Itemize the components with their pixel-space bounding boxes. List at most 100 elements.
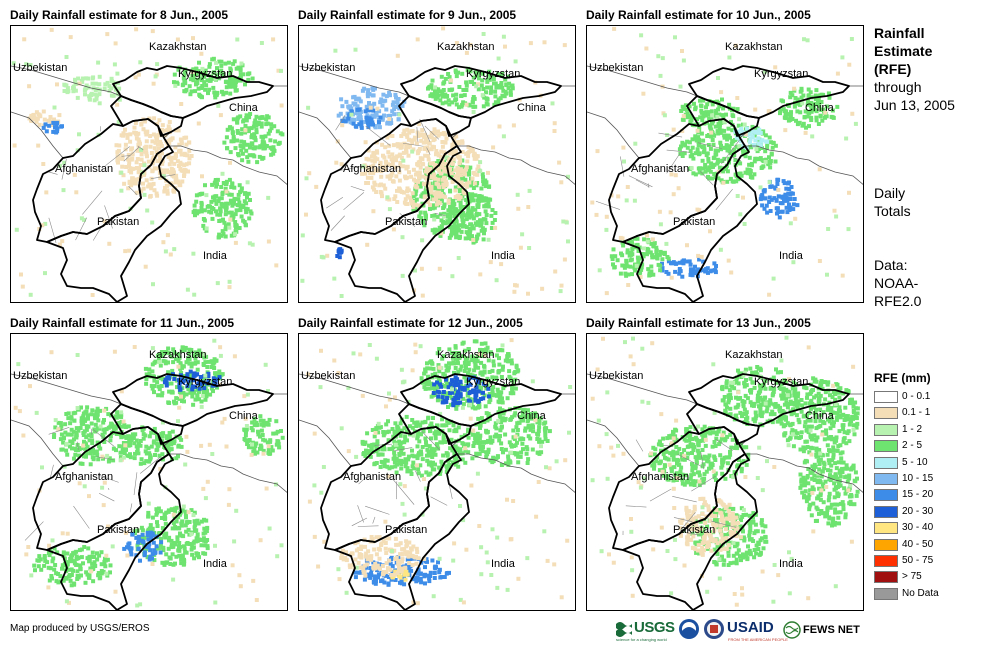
rain-cell bbox=[733, 158, 738, 163]
rain-cell bbox=[65, 551, 70, 556]
rain-cell bbox=[252, 447, 257, 452]
rain-cell bbox=[261, 418, 266, 423]
rain-cell bbox=[448, 402, 453, 407]
rain-cell bbox=[742, 122, 747, 127]
rain-cell bbox=[501, 364, 505, 369]
rain-cell bbox=[139, 457, 144, 462]
rain-cell bbox=[163, 378, 168, 382]
province-border bbox=[98, 492, 115, 502]
rain-cell bbox=[432, 230, 437, 235]
rain-cell bbox=[442, 214, 446, 219]
rain-cell bbox=[371, 163, 376, 168]
rain-cell bbox=[795, 203, 800, 208]
rain-cell bbox=[722, 128, 727, 133]
rain-cell bbox=[458, 203, 463, 208]
rain-cell bbox=[499, 73, 504, 78]
rain-cell bbox=[169, 447, 174, 452]
rain-cell bbox=[55, 550, 60, 555]
rain-cell bbox=[192, 208, 197, 213]
rain-cell bbox=[727, 144, 732, 149]
rain-cell bbox=[156, 356, 161, 361]
rain-cell bbox=[83, 446, 88, 451]
rain-cell bbox=[116, 120, 121, 125]
rain-cell bbox=[250, 442, 254, 447]
rain-cell bbox=[537, 437, 542, 442]
rain-cell bbox=[474, 385, 479, 390]
rain-cell bbox=[77, 453, 82, 458]
rain-cell bbox=[56, 427, 61, 432]
rain-cell bbox=[764, 157, 769, 162]
rain-cell bbox=[127, 434, 132, 439]
rain-cell bbox=[218, 113, 223, 118]
rain-cell bbox=[499, 463, 504, 467]
rain-cell bbox=[62, 160, 67, 165]
rain-cell bbox=[190, 394, 195, 399]
rain-cell bbox=[96, 573, 101, 578]
rain-cell bbox=[87, 438, 92, 443]
rain-cell bbox=[654, 245, 659, 250]
rain-cell bbox=[233, 88, 238, 93]
rain-cell bbox=[152, 188, 157, 193]
rain-cell bbox=[756, 141, 761, 146]
rain-cell bbox=[105, 453, 110, 458]
rain-cell bbox=[513, 377, 518, 382]
panel-title: Daily Rainfall estimate for 11 Jun., 200… bbox=[10, 316, 235, 330]
rain-cell bbox=[171, 577, 176, 582]
rain-cell bbox=[160, 123, 165, 128]
rain-cell bbox=[131, 436, 136, 440]
rain-cell bbox=[187, 351, 192, 356]
rain-cell bbox=[192, 556, 197, 561]
rain-cell bbox=[178, 183, 183, 188]
rain-cell bbox=[186, 379, 191, 384]
rain-cell bbox=[443, 76, 448, 81]
rain-cell bbox=[52, 105, 57, 110]
rain-cell bbox=[481, 396, 486, 401]
rain-cell bbox=[337, 255, 342, 260]
rain-cell bbox=[399, 134, 404, 138]
rain-cell bbox=[117, 86, 122, 91]
rain-cell bbox=[729, 270, 734, 275]
rain-cell bbox=[93, 564, 98, 568]
rain-cell bbox=[417, 122, 422, 126]
country-label-kyrgyzstan: Kyrgyzstan bbox=[178, 68, 233, 80]
rain-cell bbox=[411, 209, 416, 213]
rain-cell bbox=[460, 150, 465, 154]
rain-cell bbox=[155, 434, 159, 439]
rain-cell bbox=[396, 144, 401, 149]
rain-cell bbox=[358, 115, 363, 120]
rain-cell bbox=[371, 122, 375, 127]
rain-cell bbox=[444, 368, 449, 373]
rain-cell bbox=[748, 140, 752, 145]
rain-cell bbox=[211, 85, 216, 90]
rain-cell bbox=[730, 113, 735, 118]
rain-cell bbox=[650, 253, 655, 258]
rain-cell bbox=[419, 194, 424, 199]
rain-cell bbox=[162, 350, 167, 354]
rain-cell bbox=[729, 142, 734, 146]
rain-cell bbox=[365, 175, 370, 180]
rain-cell bbox=[265, 440, 270, 445]
rain-cell bbox=[810, 134, 815, 139]
rain-cell bbox=[706, 112, 711, 117]
rain-cell bbox=[53, 563, 58, 567]
rain-cell bbox=[718, 140, 723, 145]
rain-cell bbox=[94, 449, 99, 454]
rain-cell bbox=[499, 81, 504, 85]
rain-cell bbox=[397, 112, 402, 117]
rain-cell bbox=[450, 227, 454, 232]
rain-cell bbox=[724, 112, 728, 117]
rain-cell bbox=[57, 242, 62, 247]
rain-cell bbox=[83, 417, 88, 422]
rain-cell bbox=[806, 110, 811, 115]
rain-cell bbox=[769, 151, 774, 156]
rain-cell bbox=[186, 510, 191, 515]
rain-cell bbox=[681, 114, 686, 119]
rain-cell bbox=[697, 257, 702, 262]
rain-cell bbox=[707, 176, 712, 181]
rain-cell bbox=[690, 273, 695, 278]
rain-cell bbox=[654, 250, 659, 254]
rain-cell bbox=[658, 222, 663, 227]
rain-cell bbox=[612, 26, 617, 31]
rain-cell bbox=[455, 194, 460, 199]
province-border bbox=[426, 147, 431, 155]
